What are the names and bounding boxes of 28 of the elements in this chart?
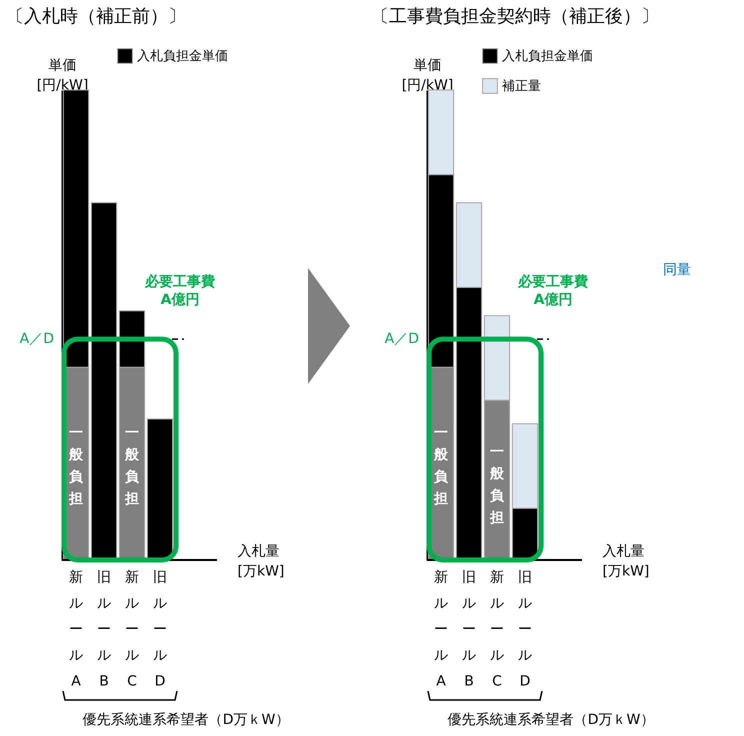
annotation: 一般負担 — [489, 444, 505, 526]
x-axis-title: 入札量 [万kW] — [602, 544, 650, 580]
text: 優先系統連系希望者（D万ｋW） — [448, 712, 654, 728]
x-axis-title: 入札量 [万kW] — [238, 544, 284, 580]
legend-label: 入札負担金単価 — [137, 49, 228, 64]
x-tick-label: 旧ルールB — [97, 570, 111, 690]
x-tick-label: 旧ルールD — [153, 570, 167, 690]
ref-line-label: A／D — [20, 331, 54, 348]
annotation: 必要工事費 A億円 — [517, 273, 588, 308]
legend-label: 入札負担金単価 — [502, 49, 593, 64]
text: 優先系統連系希望者（D万ｋW） — [82, 712, 290, 728]
ref-line-label: A／D — [384, 331, 419, 348]
chart-title: 〔工事費負担金契約時（補正後）〕 — [371, 6, 659, 27]
x-tick-label: 新ルールA — [69, 570, 83, 690]
annotation: 必要工事費 A億円 — [144, 273, 215, 308]
text: 同量 — [663, 262, 691, 278]
x-tick-label: 旧ルールD — [518, 570, 532, 690]
x-tick-label: 新ルールA — [434, 570, 448, 690]
y-axis-title: 単価 [円/kW] — [402, 58, 454, 94]
legend-label: 補正量 — [502, 79, 541, 94]
x-tick-label: 新ルールC — [490, 570, 504, 690]
annotation: 一般負担 — [124, 425, 140, 507]
chart-title: 〔入札時（補正前）〕 — [6, 6, 186, 27]
y-axis-title: 単価 [円/kW] — [36, 58, 88, 94]
annotation: 一般負担 — [68, 425, 84, 507]
annotation: 一般負担 — [433, 425, 449, 507]
x-tick-label: 新ルールC — [125, 570, 139, 690]
x-tick-label: 旧ルールB — [462, 570, 476, 690]
